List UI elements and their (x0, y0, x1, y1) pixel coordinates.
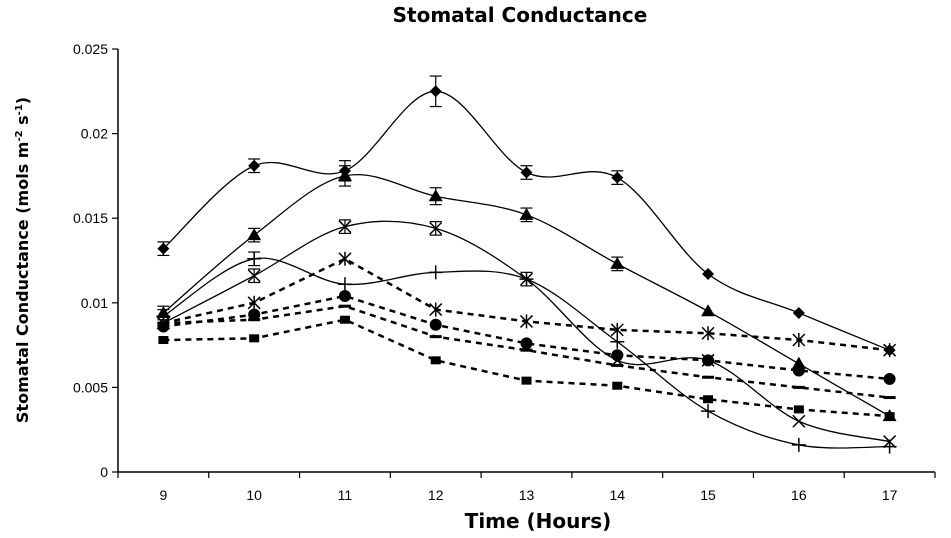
data-point-plus (882, 439, 897, 454)
data-point-circle (702, 354, 715, 367)
data-point-dash (520, 348, 533, 352)
data-point-plus (428, 265, 443, 280)
data-point-star (883, 343, 897, 358)
data-point-dash (248, 318, 261, 322)
series-line-6 (163, 294, 890, 381)
data-point-triangle (701, 304, 716, 317)
data-point-dash (611, 363, 624, 367)
data-point-star (338, 251, 352, 266)
data-point-star (701, 326, 715, 341)
data-point-star (792, 333, 806, 348)
data-point-diamond (429, 85, 442, 98)
data-point-circle (792, 364, 805, 377)
y-axis-label-end: ) (13, 97, 32, 104)
data-point-circle (338, 290, 351, 303)
y-tick-label: 0.025 (73, 41, 108, 57)
data-point-square (793, 405, 804, 414)
plot-area: 0 0.005 0.01 0.015 0.02 0.025 9 10 11 12 13 14 15 16 1… (73, 41, 936, 503)
y-axis-label-main: Stomatal Conductance (mols m (13, 142, 32, 424)
x-tick-label: 16 (791, 487, 807, 503)
y-tick-label: 0 (100, 464, 108, 480)
data-point-square (521, 376, 532, 385)
data-point-triangle (428, 189, 443, 202)
data-point-diamond (520, 166, 533, 179)
data-point-circle (429, 318, 442, 331)
data-point-triangle (247, 228, 262, 241)
data-point-star (429, 302, 443, 317)
data-point-star (610, 322, 624, 337)
data-point-triangle (519, 207, 534, 220)
y-tick-label: 0.01 (81, 295, 108, 311)
y-tick-label: 0.005 (73, 379, 108, 395)
data-point-x (247, 269, 261, 283)
data-point-diamond (157, 242, 170, 255)
data-point-square (612, 381, 623, 390)
x-tick-label: 9 (159, 487, 167, 503)
data-point-plus (701, 404, 716, 419)
x-tick-label: 15 (700, 487, 716, 503)
x-tick-label: 14 (609, 487, 625, 503)
x-tick-label: 13 (519, 487, 535, 503)
data-point-triangle (610, 256, 625, 269)
data-point-x (429, 221, 443, 235)
data-point-circle (611, 349, 624, 362)
y-axis-label-mid: s (13, 115, 32, 130)
x-tick-label: 10 (246, 487, 262, 503)
y-tick-label: 0.02 (81, 126, 108, 142)
data-point-dash (338, 304, 351, 308)
data-point-plus (791, 437, 806, 452)
data-point-dash (157, 321, 170, 325)
data-point-square (884, 412, 895, 421)
y-tick-label: 0.015 (73, 210, 108, 226)
data-point-diamond (248, 159, 261, 172)
series-line-1 (162, 90, 890, 351)
data-point-square (430, 356, 441, 365)
x-tick-label: 12 (428, 487, 444, 503)
data-point-square (249, 334, 260, 343)
y-axis-label: Stomatal Conductance (mols m-2 s-1) (13, 97, 32, 423)
data-point-circle (248, 308, 261, 321)
data-point-circle (883, 372, 896, 385)
x-axis-label: Time (Hours) (465, 509, 612, 533)
series-line-7 (163, 304, 890, 399)
data-point-plus (337, 277, 352, 292)
chart-title: Stomatal Conductance (393, 3, 648, 27)
x-tick-label: 17 (882, 487, 898, 503)
data-point-diamond (702, 268, 715, 281)
y-axis-label-sup2: -1 (14, 104, 25, 115)
data-point-star (247, 295, 261, 310)
data-point-plus (519, 272, 534, 287)
data-point-dash (792, 385, 805, 389)
data-point-star (519, 314, 534, 329)
data-point-diamond (611, 171, 624, 184)
data-point-square (703, 395, 714, 404)
data-point-triangle (337, 168, 352, 181)
data-point-plus (247, 251, 262, 266)
y-axis-label-sup1: -2 (14, 130, 25, 141)
data-point-square (158, 336, 169, 345)
x-tick-label: 11 (338, 487, 353, 503)
data-point-dash (429, 335, 442, 339)
data-point-dash (702, 375, 715, 379)
data-point-circle (520, 337, 533, 350)
data-point-diamond (792, 306, 805, 319)
data-point-x (338, 220, 352, 234)
data-point-x (792, 414, 806, 428)
data-point-dash (883, 396, 896, 400)
data-point-square (339, 315, 350, 324)
data-point-plus (610, 334, 625, 349)
